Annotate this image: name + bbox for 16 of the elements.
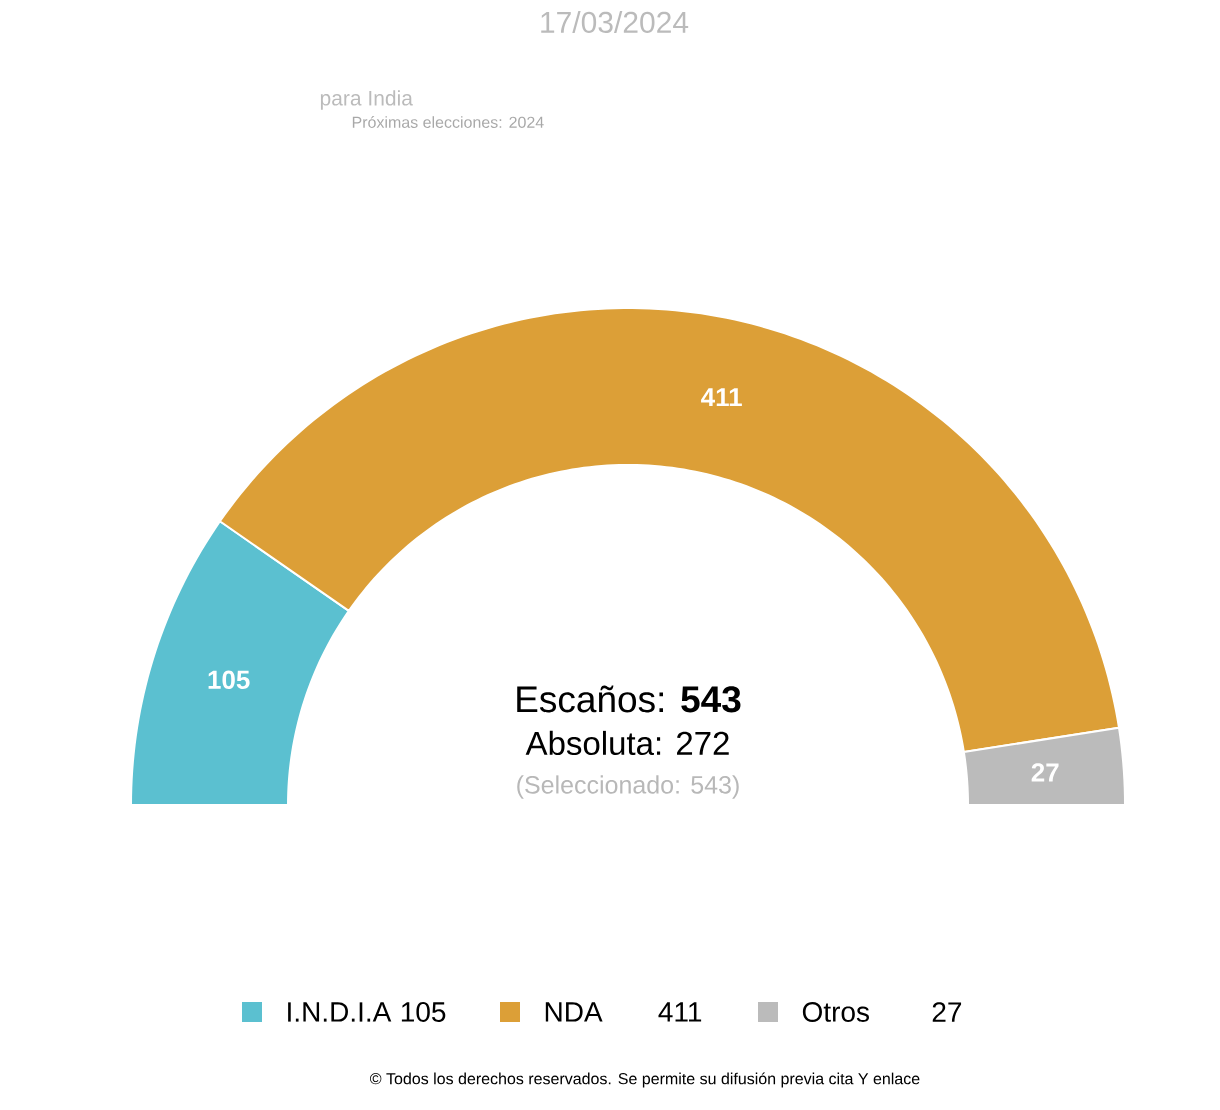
text: 411 [658,1002,702,1022]
text: 105 [401,1002,446,1022]
text: 27 [932,1002,962,1022]
text: (Seleccionado: 543) [517,775,739,799]
text: Próximas elecciones: 2024 [352,116,544,128]
legend-label: I.N.D.I.A [288,1002,392,1022]
text: Absoluta: 272 [525,730,729,756]
chart-title: 17/03/2024 [541,10,689,33]
text: Escaños: 543 [517,685,741,713]
data-label: 105 [208,670,250,690]
chart-subtitle: para India [320,90,413,110]
data-label: 411 [701,388,742,407]
legend-label: Otros [802,1002,869,1022]
data-label: 27 [1031,763,1059,782]
legend-label: NDA [545,1002,603,1022]
text: © Todos los derechos reservados. Se permite su difusión previa cita Y enlace [370,1072,920,1088]
